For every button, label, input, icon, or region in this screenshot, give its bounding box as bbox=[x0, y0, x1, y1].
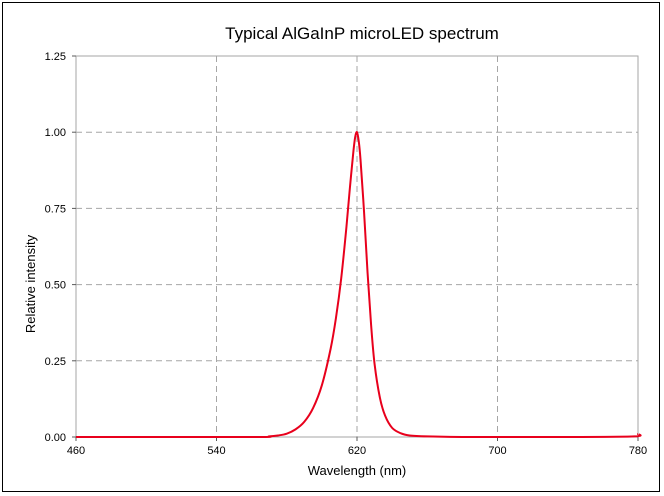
y-tick-label: 0.50 bbox=[45, 280, 66, 292]
axis-ticks: 460 540 620 700 780 0.00 0.25 0.50 0.75 1.00 1.25 bbox=[45, 51, 648, 457]
x-tick-label: 540 bbox=[207, 445, 225, 457]
y-axis-title: Relative intensity bbox=[23, 234, 38, 333]
x-tick-label: 620 bbox=[348, 445, 366, 457]
x-tick-label: 700 bbox=[488, 445, 506, 457]
x-tick-label: 460 bbox=[67, 445, 85, 457]
y-tick-label: 1.25 bbox=[45, 51, 66, 63]
y-tick-label: 0.75 bbox=[45, 203, 66, 215]
series-line-0 bbox=[75, 131, 642, 439]
y-tick-label: 0.25 bbox=[45, 356, 66, 368]
grid-lines bbox=[76, 56, 638, 437]
x-tick-label: 780 bbox=[629, 445, 647, 457]
y-tick-label: 1.00 bbox=[45, 127, 66, 139]
y-tick-label: 0.00 bbox=[45, 432, 66, 444]
series-group bbox=[75, 131, 642, 439]
x-axis-title: Wavelength (nm) bbox=[308, 463, 407, 478]
chart-frame bbox=[2, 2, 660, 492]
chart-title: Typical AlGaInP microLED spectrum bbox=[225, 24, 499, 43]
